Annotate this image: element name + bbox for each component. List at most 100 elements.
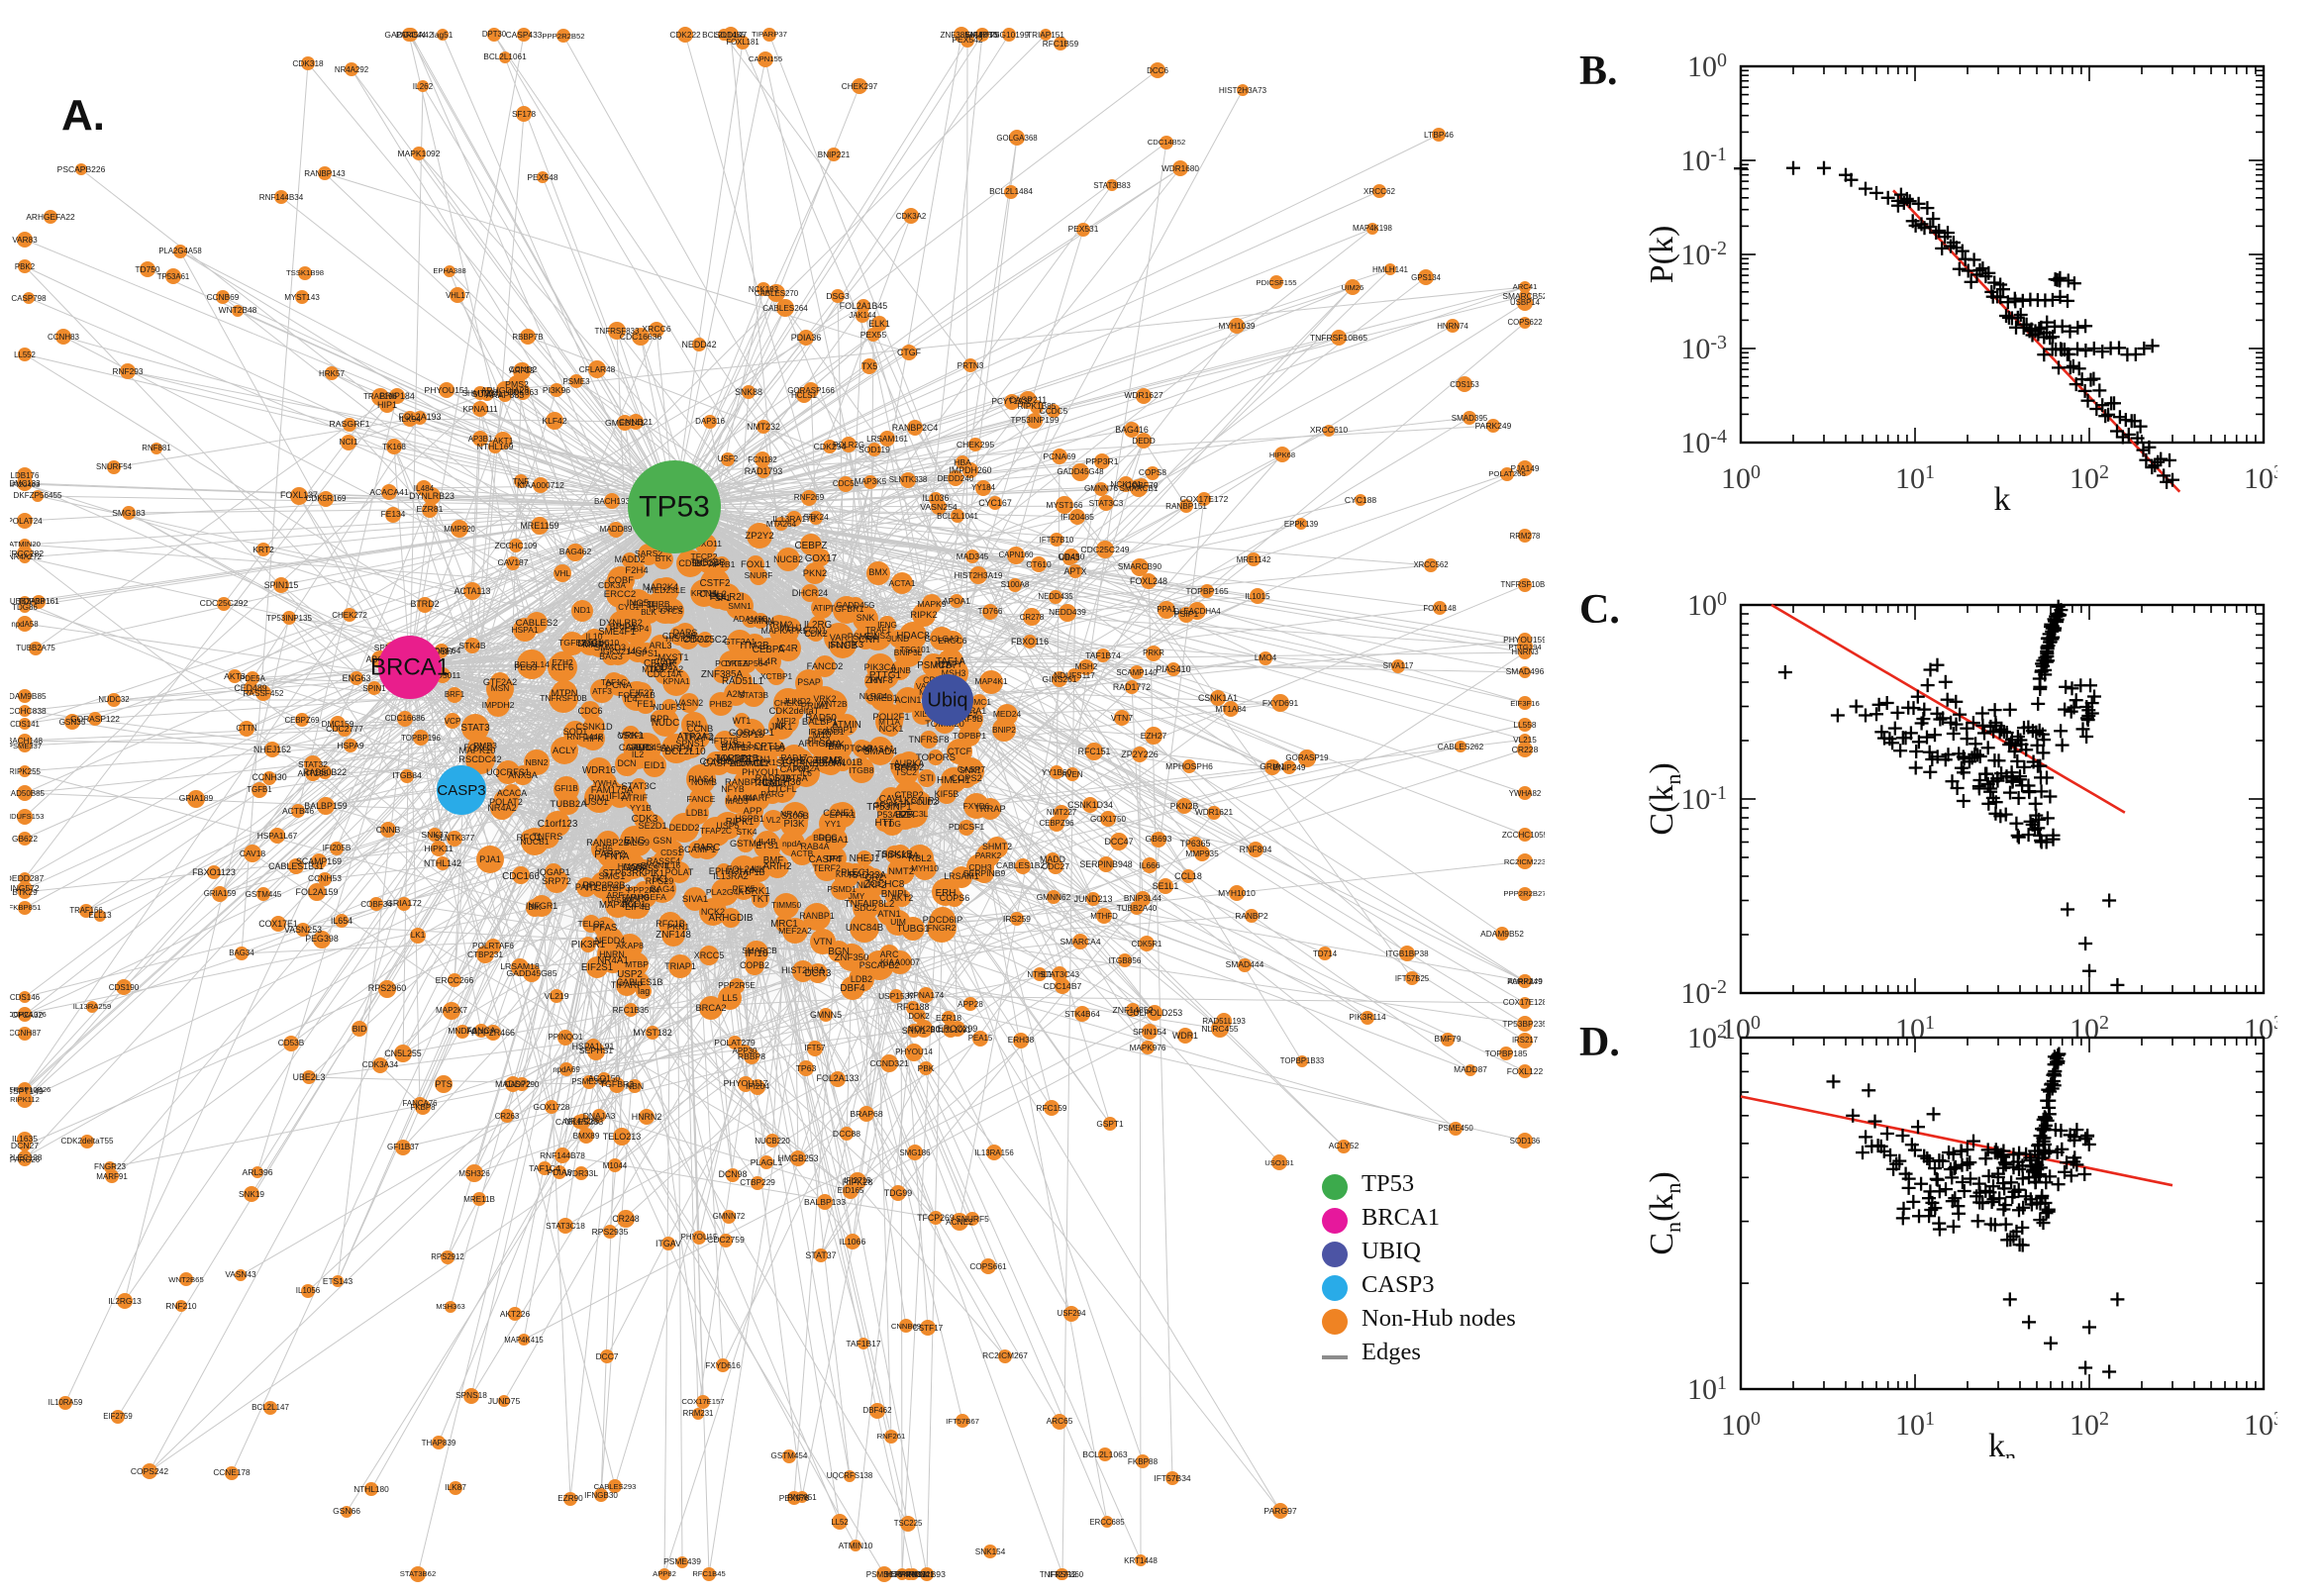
- svg-text:TSG101: TSG101: [900, 646, 931, 654]
- svg-text:SLNTK338: SLNTK338: [889, 475, 928, 484]
- svg-text:GSTM445: GSTM445: [246, 890, 282, 899]
- svg-text:RNF881: RNF881: [142, 444, 170, 452]
- svg-text:ADAM9B52: ADAM9B52: [1480, 929, 1524, 939]
- svg-text:HIST2H3A19: HIST2H3A19: [955, 570, 1003, 580]
- svg-text:ACACA: ACACA: [497, 788, 527, 798]
- svg-text:RNF261: RNF261: [877, 1432, 906, 1441]
- svg-text:ZCCHC1076: ZCCHC1076: [10, 1010, 47, 1019]
- svg-text:GFI1B37: GFI1B37: [387, 1143, 420, 1151]
- svg-text:FOL2A159: FOL2A159: [296, 887, 339, 897]
- svg-text:VASN253: VASN253: [284, 925, 322, 935]
- svg-text:RNF269: RNF269: [794, 493, 825, 502]
- svg-text:MAP4K1: MAP4K1: [974, 676, 1007, 686]
- svg-text:WDR1621: WDR1621: [1195, 807, 1234, 817]
- svg-text:RNF293: RNF293: [113, 366, 144, 376]
- svg-text:FOL2A1B: FOL2A1B: [618, 690, 656, 700]
- svg-text:STAT3C18: STAT3C18: [546, 1221, 585, 1231]
- svg-text:CEBPZ96: CEBPZ96: [1039, 819, 1074, 828]
- svg-text:CYC188: CYC188: [1345, 495, 1376, 505]
- svg-text:DCN: DCN: [617, 758, 636, 768]
- svg-text:UIM26: UIM26: [1342, 283, 1364, 292]
- svg-text:USF2: USF2: [718, 454, 739, 463]
- svg-text:RFC1B45: RFC1B45: [692, 1569, 725, 1578]
- svg-text:SOD147: SOD147: [715, 30, 748, 40]
- svg-text:DHCR24: DHCR24: [792, 588, 828, 598]
- svg-text:EIF2759: EIF2759: [103, 1412, 132, 1421]
- svg-text:EPHA388: EPHA388: [433, 266, 465, 275]
- svg-text:H2AFY: H2AFY: [935, 659, 962, 669]
- svg-text:MNDA2: MNDA2: [448, 1026, 477, 1036]
- svg-text:CABLES262: CABLES262: [1438, 742, 1484, 751]
- svg-text:PSME356: PSME356: [571, 1077, 607, 1086]
- svg-text:BCL2L1041: BCL2L1041: [937, 512, 978, 521]
- svg-text:YY1B: YY1B: [630, 803, 652, 813]
- svg-text:SNK154: SNK154: [975, 1547, 1006, 1556]
- svg-text:IFNGB30: IFNGB30: [584, 1491, 618, 1500]
- svg-text:CR278: CR278: [1020, 613, 1045, 622]
- svg-text:WDR1: WDR1: [1172, 1031, 1198, 1041]
- svg-text:GMNN72: GMNN72: [713, 1212, 746, 1221]
- svg-text:HSPA1L67: HSPA1L67: [257, 831, 298, 841]
- svg-text:ZCCHC1055: ZCCHC1055: [1502, 831, 1545, 840]
- svg-text:RAD17: RAD17: [781, 752, 808, 762]
- svg-text:CASP433: CASP433: [506, 30, 543, 40]
- svg-text:DCC88: DCC88: [833, 1129, 860, 1139]
- svg-text:PBK2: PBK2: [15, 262, 35, 271]
- svg-text:COX17E128: COX17E128: [1503, 998, 1545, 1007]
- svg-text:VASN43: VASN43: [225, 1269, 256, 1279]
- svg-text:CDC25C292: CDC25C292: [200, 598, 249, 608]
- svg-text:CASP211: CASP211: [1009, 395, 1047, 405]
- svg-text:TUBG1: TUBG1: [896, 924, 930, 935]
- svg-text:ZNF385A11: ZNF385A11: [940, 31, 983, 40]
- svg-text:LMO4: LMO4: [1255, 653, 1277, 662]
- svg-text:CR248: CR248: [612, 1214, 639, 1224]
- svg-text:AURKA79: AURKA79: [1507, 977, 1542, 986]
- svg-text:ERCC685: ERCC685: [1089, 1518, 1125, 1527]
- svg-text:PDICSF1: PDICSF1: [949, 822, 985, 832]
- svg-text:PPP2R2B: PPP2R2B: [582, 880, 625, 891]
- svg-text:XRCC610: XRCC610: [1310, 425, 1349, 435]
- svg-text:TKT: TKT: [752, 894, 770, 905]
- svg-text:KIAA000712: KIAA000712: [517, 480, 564, 490]
- svg-text:FOXL137: FOXL137: [280, 490, 318, 500]
- svg-text:GOX17: GOX17: [805, 553, 837, 564]
- svg-text:CARM1: CARM1: [619, 743, 651, 752]
- svg-text:PJA1: PJA1: [479, 854, 501, 864]
- svg-text:DYNLRB23: DYNLRB23: [409, 491, 454, 501]
- svg-text:CT610: CT610: [1026, 559, 1052, 569]
- svg-text:SMAD444: SMAD444: [1226, 959, 1264, 969]
- svg-text:STK4B64: STK4B64: [1064, 1009, 1100, 1019]
- svg-text:CDC25C2: CDC25C2: [683, 635, 728, 646]
- svg-text:MAP4K415: MAP4K415: [504, 1336, 544, 1345]
- svg-text:CABLES233: CABLES233: [556, 1117, 603, 1127]
- svg-text:EID1: EID1: [644, 760, 664, 771]
- svg-text:ACTB46: ACTB46: [282, 806, 314, 816]
- svg-text:NBN: NBN: [626, 1081, 644, 1091]
- svg-text:MTHFD: MTHFD: [1090, 912, 1118, 921]
- svg-text:NR4A292: NR4A292: [335, 65, 368, 74]
- svg-text:LIG4: LIG4: [628, 646, 647, 655]
- svg-text:PCNA69: PCNA69: [1043, 451, 1075, 461]
- svg-text:IFT57B67: IFT57B67: [946, 1417, 979, 1426]
- svg-text:ELL13: ELL13: [88, 911, 112, 920]
- svg-text:SPIN115: SPIN115: [264, 580, 299, 590]
- svg-text:TOPBP165: TOPBP165: [1185, 586, 1229, 596]
- svg-text:PEG398: PEG398: [305, 934, 339, 944]
- svg-text:CD53B: CD53B: [278, 1039, 305, 1047]
- svg-text:BACH193: BACH193: [594, 497, 630, 506]
- svg-text:BMF: BMF: [763, 855, 784, 866]
- svg-text:RFC151: RFC151: [1078, 747, 1111, 756]
- svg-text:ENG63: ENG63: [343, 673, 371, 683]
- svg-text:MADD89: MADD89: [600, 525, 633, 534]
- svg-text:COBF34: COBF34: [360, 900, 392, 909]
- svg-text:GRIA189: GRIA189: [179, 793, 214, 803]
- svg-text:CCNE178: CCNE178: [213, 1467, 251, 1477]
- svg-text:KRT1448: KRT1448: [1124, 1556, 1158, 1565]
- svg-text:CDK5R1: CDK5R1: [1132, 940, 1162, 948]
- svg-text:EZH2: EZH2: [552, 657, 573, 667]
- svg-text:FOL2A1B45: FOL2A1B45: [840, 301, 888, 311]
- svg-text:TX5: TX5: [861, 361, 877, 371]
- svg-text:GSTM454: GSTM454: [771, 1451, 808, 1460]
- svg-text:RPS2935: RPS2935: [592, 1227, 629, 1237]
- svg-text:BAG462: BAG462: [559, 547, 592, 556]
